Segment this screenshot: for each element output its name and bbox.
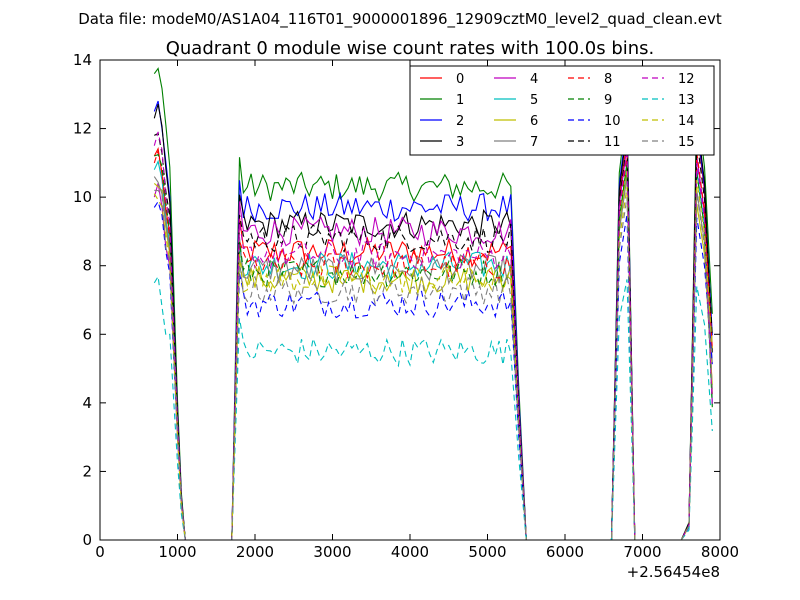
series-line-10 — [153, 200, 713, 541]
x-axis: 0 1000 2000 3000 4000 5000 6000 7000 8000 — [95, 60, 739, 561]
series-line-13 — [153, 274, 713, 541]
y-tick-label: 4 — [82, 394, 92, 412]
chart-suptitle: Data file: modeM0/AS1A04_116T01_90000018… — [78, 10, 722, 29]
legend-label-6: 6 — [530, 114, 538, 129]
x-tick-label: 0 — [95, 543, 105, 561]
series-line-4 — [153, 145, 713, 541]
legend-label-14: 14 — [678, 114, 695, 129]
x-tick-label: 4000 — [391, 543, 429, 561]
y-tick-label: 0 — [82, 531, 92, 549]
legend-box — [409, 65, 715, 156]
x-tick-label: 7000 — [623, 543, 661, 561]
legend-label-9: 9 — [604, 93, 612, 108]
series-line-12 — [153, 131, 713, 541]
legend-label-8: 8 — [604, 72, 612, 87]
plot-lines — [153, 67, 713, 541]
x-tick-label: 8000 — [701, 543, 739, 561]
legend-label-10: 10 — [604, 114, 621, 129]
x-tick-label: 2000 — [236, 543, 274, 561]
y-tick-label: 8 — [82, 257, 92, 275]
y-tick-label: 12 — [73, 120, 92, 138]
series-line-0 — [153, 128, 713, 541]
legend-label-5: 5 — [530, 93, 538, 108]
x-tick-label: 3000 — [313, 543, 351, 561]
legend-label-7: 7 — [530, 135, 538, 150]
y-tick-label: 6 — [82, 325, 92, 343]
legend-label-3: 3 — [456, 135, 464, 150]
legend-label-2: 2 — [456, 114, 464, 129]
y-tick-label: 2 — [82, 462, 92, 480]
series-line-3 — [153, 103, 713, 541]
series-line-1 — [153, 67, 713, 541]
legend-label-15: 15 — [678, 135, 695, 150]
legend-label-4: 4 — [530, 72, 538, 87]
series-line-9 — [154, 153, 713, 541]
chart-title: Quadrant 0 module wise count rates with … — [166, 38, 655, 59]
series-line-11 — [154, 132, 713, 541]
series-line-15 — [154, 189, 713, 541]
x-tick-label: 5000 — [468, 543, 506, 561]
series-line-2 — [153, 100, 713, 541]
y-tick-label: 10 — [73, 188, 92, 206]
legend-label-12: 12 — [678, 72, 695, 87]
legend-label-13: 13 — [678, 93, 695, 108]
series-line-14 — [153, 179, 713, 541]
legend-label-1: 1 — [456, 93, 464, 108]
x-tick-label: 6000 — [546, 543, 584, 561]
legend-label-0: 0 — [456, 72, 464, 87]
legend-label-11: 11 — [604, 135, 621, 150]
x-tick-label: 1000 — [158, 543, 196, 561]
x-offset-label: +2.56454e8 — [627, 563, 720, 581]
y-tick-label: 14 — [73, 51, 92, 69]
